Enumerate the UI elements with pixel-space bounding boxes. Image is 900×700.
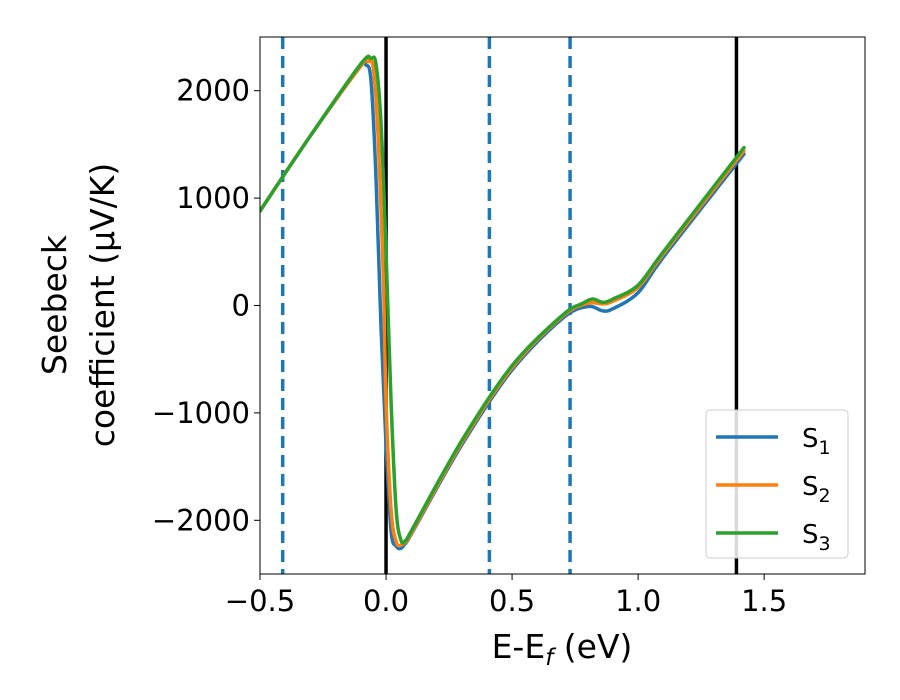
x-tick-label: 0.5 — [489, 584, 535, 618]
x-axis-ticks: −0.5 0.0 0.5 1.0 1.5 — [225, 574, 787, 618]
legend-label-main: S — [802, 472, 819, 502]
x-tick-label: 1.0 — [615, 584, 661, 618]
x-tick-label: 0.0 — [363, 584, 409, 618]
legend-label-s2: S2 — [802, 472, 831, 507]
legend-label-s3: S3 — [802, 520, 831, 555]
y-tick-label: −2000 — [152, 503, 250, 537]
legend-label-subscript: 3 — [819, 533, 831, 555]
y-tick-label: 2000 — [176, 74, 250, 108]
y-axis-ticks: 2000 1000 0 −1000 −2000 — [152, 74, 260, 537]
y-axis-label-line2: coefficient (μV/K) — [83, 163, 122, 448]
series-lines — [260, 54, 746, 551]
series-line-s2 — [260, 57, 746, 548]
y-tick-label: 0 — [232, 289, 250, 323]
y-axis-label-line1: Seebeck — [35, 234, 74, 375]
x-axis-label: E-Ef (eV) — [492, 627, 633, 671]
series-line-s1 — [260, 58, 746, 551]
y-axis-label: Seebeck coefficient (μV/K) — [35, 163, 122, 448]
y-tick-label: −1000 — [152, 396, 250, 430]
legend-label-main: S — [802, 520, 819, 550]
legend-label-main: S — [802, 424, 819, 454]
legend-label-subscript: 1 — [819, 437, 831, 459]
x-tick-label: −0.5 — [225, 584, 295, 618]
legend-label-s1: S1 — [802, 424, 831, 459]
y-tick-label: 1000 — [176, 181, 250, 215]
legend-label-subscript: 2 — [819, 485, 831, 507]
x-tick-label: 1.5 — [741, 584, 787, 618]
series-line-s3 — [260, 54, 746, 545]
reference-lines — [280, 37, 739, 574]
